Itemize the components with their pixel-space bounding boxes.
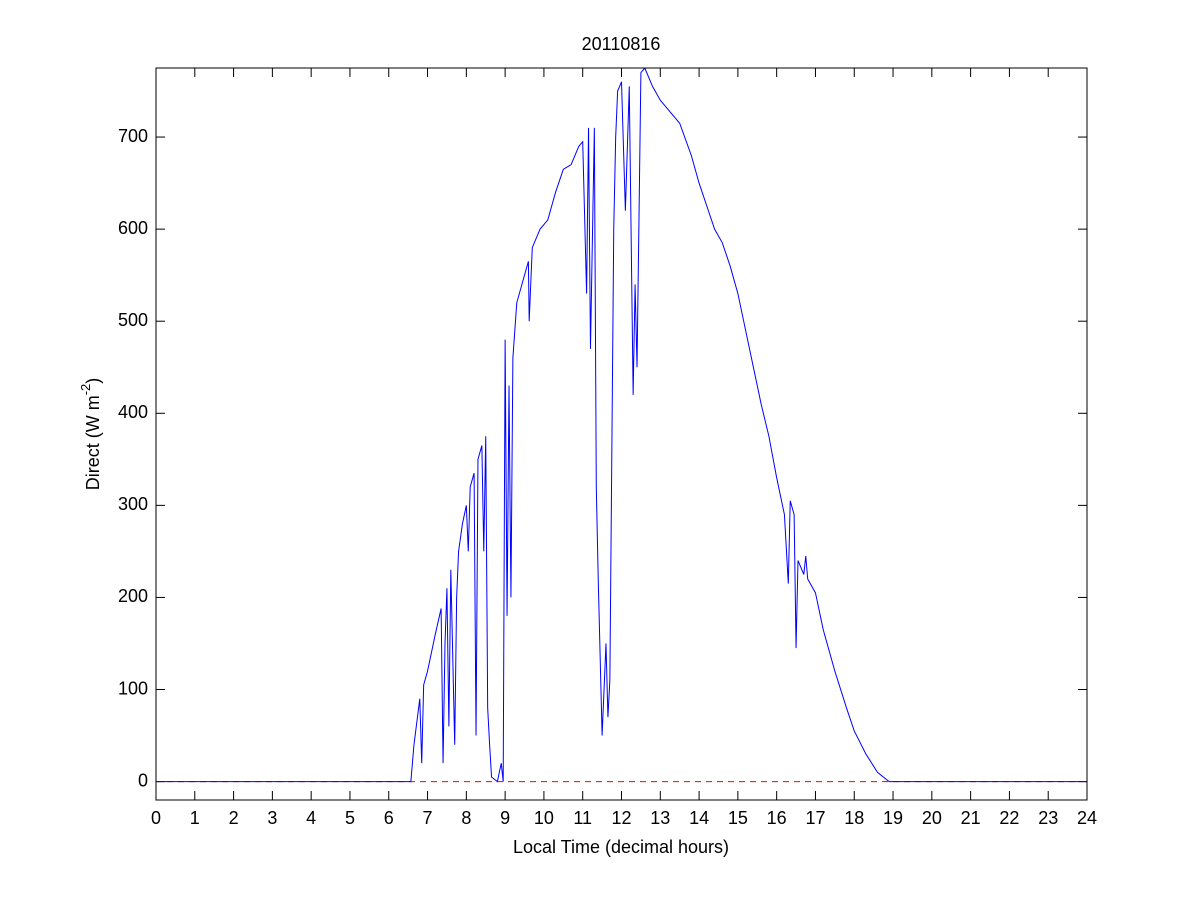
y-tick-label: 700 (118, 126, 148, 146)
x-tick-label: 8 (461, 808, 471, 828)
y-tick-label: 400 (118, 402, 148, 422)
x-tick-label: 11 (573, 808, 592, 828)
y-tick-label: 200 (118, 586, 148, 606)
x-tick-label: 22 (999, 808, 1019, 828)
y-tick-label: 600 (118, 218, 148, 238)
x-tick-label: 3 (267, 808, 277, 828)
x-tick-label: 4 (306, 808, 316, 828)
x-tick-label: 0 (151, 808, 161, 828)
x-tick-label: 13 (650, 808, 670, 828)
x-tick-label: 6 (384, 808, 394, 828)
x-tick-label: 24 (1077, 808, 1097, 828)
y-tick-label: 300 (118, 494, 148, 514)
data-line (156, 68, 1087, 783)
x-tick-label: 9 (500, 808, 510, 828)
x-tick-label: 15 (728, 808, 748, 828)
x-tick-label: 17 (805, 808, 825, 828)
x-tick-label: 5 (345, 808, 355, 828)
y-label-superscript: -2 (78, 384, 93, 396)
x-tick-label: 19 (883, 808, 903, 828)
y-tick-label: 500 (118, 310, 148, 330)
x-tick-label: 12 (611, 808, 631, 828)
chart-title: 20110816 (582, 34, 661, 54)
y-label-text: Direct (W m (83, 395, 103, 490)
y-axis-label: Direct (W m-2) (78, 378, 102, 491)
x-tick-label: 7 (423, 808, 433, 828)
x-tick-label: 18 (844, 808, 864, 828)
plot-frame (155, 67, 1088, 801)
y-tick-label: 0 (138, 770, 148, 790)
x-tick-label: 20 (922, 808, 942, 828)
x-tick-label: 21 (961, 808, 981, 828)
x-tick-label: 2 (229, 808, 239, 828)
x-tick-label: 10 (534, 808, 554, 828)
y-tick-label: 100 (118, 678, 148, 698)
x-axis-label: Local Time (decimal hours) (513, 837, 729, 857)
x-tick-label: 14 (689, 808, 709, 828)
x-tick-label: 1 (190, 808, 200, 828)
y-label-suffix: ) (83, 378, 103, 384)
x-tick-label: 16 (767, 808, 787, 828)
x-tick-label: 23 (1038, 808, 1058, 828)
